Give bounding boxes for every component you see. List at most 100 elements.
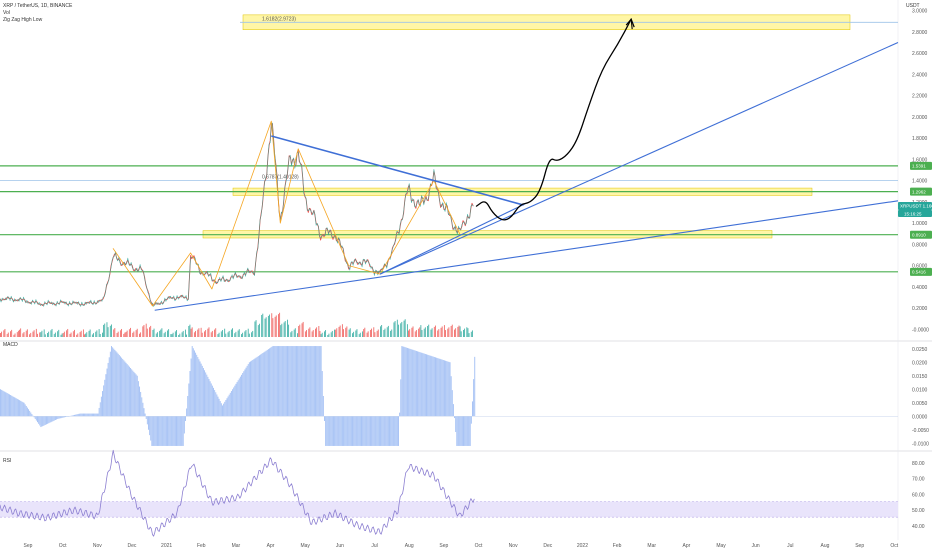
- macd-bar: [173, 416, 175, 446]
- macd-bar: [297, 346, 299, 417]
- volume-bar: [62, 333, 64, 337]
- volume-bar: [281, 323, 283, 337]
- volume-bar: [451, 324, 453, 337]
- macd-bar: [269, 348, 271, 417]
- macd-bar: [267, 349, 269, 417]
- macd-bar: [88, 413, 90, 417]
- price-axis[interactable]: 3.0000 2.8000 2.6000 2.4000 2.2000 2.0000 1.80…: [912, 9, 929, 530]
- volume-bar: [401, 321, 403, 337]
- volume-bar: [123, 333, 125, 337]
- volume-bar: [218, 332, 220, 337]
- volume-bar: [339, 325, 341, 337]
- macd-bar: [273, 346, 275, 417]
- macd-bar: [117, 353, 119, 417]
- macd-bar: [188, 383, 190, 417]
- macd-bar: [170, 416, 172, 446]
- trendline[interactable]: [379, 202, 528, 275]
- time-tick-label: Feb: [613, 543, 622, 549]
- macd-bar: [396, 416, 398, 446]
- macd-bar: [381, 416, 383, 446]
- macd-bar: [144, 413, 146, 417]
- rsi-tick-label: 60.00: [912, 492, 925, 498]
- trendlines[interactable]: [154, 41, 899, 311]
- volume-bar: [22, 333, 24, 337]
- macd-bar: [331, 416, 333, 446]
- volume-bar: [1, 331, 3, 337]
- volume-bar: [331, 330, 333, 337]
- time-tick-label: Nov: [509, 543, 518, 549]
- projection-path[interactable]: [475, 17, 635, 221]
- volume-bar: [113, 329, 115, 337]
- rsi-tick-label: 80.00: [912, 461, 925, 467]
- macd-bar: [434, 357, 436, 417]
- volume-bar: [267, 315, 269, 337]
- macd-bar: [11, 395, 13, 417]
- volume-bar: [330, 332, 332, 337]
- trendline[interactable]: [271, 135, 524, 206]
- price-tag-bg: [910, 230, 932, 239]
- volume-bar: [327, 335, 329, 337]
- macd-bar: [469, 416, 471, 446]
- macd-bar: [278, 346, 280, 417]
- volume-bar: [424, 327, 426, 337]
- trendline[interactable]: [154, 200, 899, 311]
- macd-bar: [329, 416, 331, 446]
- time-tick-label: Sep: [439, 543, 448, 549]
- volume-bar: [232, 328, 233, 337]
- macd-bar: [332, 416, 334, 446]
- projection-path[interactable]: [475, 18, 632, 221]
- rsi-label[interactable]: RSI: [3, 458, 11, 464]
- volume-bar: [176, 330, 177, 337]
- macd-bar: [419, 352, 421, 417]
- volume-bar: [195, 330, 196, 337]
- volume-bar: [470, 331, 472, 337]
- macd-tick-label: 0.0200: [912, 360, 928, 366]
- macd-bar: [326, 416, 328, 446]
- time-tick-label: Jul: [371, 543, 377, 549]
- volume-bar: [358, 334, 360, 337]
- zigzag-indicator-label[interactable]: Zig Zag High Low: [3, 17, 43, 23]
- symbol-title[interactable]: XRP / TetherUS, 1D, BINANCE: [3, 3, 73, 9]
- volume-bar: [224, 328, 226, 337]
- macd-bar: [171, 416, 173, 446]
- volume-bar: [130, 327, 131, 337]
- macd-bar: [186, 408, 188, 417]
- volume-bar: [403, 320, 405, 337]
- time-tick-label: Sep: [24, 543, 33, 549]
- macd-bar: [235, 383, 237, 417]
- time-axis[interactable]: Sep Oct Nov Dec 2021 Feb Mar Apr May Jun Jul Aug Sep…: [24, 543, 899, 549]
- volume-bar: [3, 330, 5, 337]
- volume-bar: [325, 330, 327, 337]
- volume-bar: [32, 331, 34, 337]
- volume-bar: [304, 331, 306, 337]
- macd-bar: [365, 416, 367, 446]
- macd-label[interactable]: MACD: [3, 342, 18, 348]
- volume-bar: [200, 327, 202, 337]
- arrow-head-tail[interactable]: [630, 19, 633, 30]
- macd-bar: [29, 410, 31, 417]
- macd-tick-label: -0.0050: [912, 428, 929, 434]
- volume-bar: [103, 324, 105, 337]
- volume-bar: [321, 332, 323, 337]
- macd-bar: [378, 416, 380, 446]
- macd-bar: [266, 349, 268, 417]
- volume-bar: [152, 329, 154, 337]
- macd-bar: [49, 416, 51, 423]
- time-tick-label: Jun: [336, 543, 344, 549]
- volume-bar: [6, 333, 8, 337]
- macd-bar: [121, 357, 123, 417]
- volume-bar: [252, 330, 254, 337]
- price-tick-label: 2.8000: [912, 30, 928, 36]
- macd-bar: [464, 416, 466, 446]
- macd-bar: [198, 359, 200, 417]
- volume-bar: [406, 324, 408, 337]
- volume-bar: [458, 325, 460, 337]
- trendline[interactable]: [379, 41, 899, 275]
- volume-bar: [238, 329, 240, 337]
- vol-indicator-label[interactable]: Vol: [3, 10, 10, 16]
- macd-bar: [190, 358, 192, 417]
- volume-bar: [178, 335, 180, 337]
- macd-bar: [139, 386, 141, 417]
- macd-bar: [160, 416, 162, 446]
